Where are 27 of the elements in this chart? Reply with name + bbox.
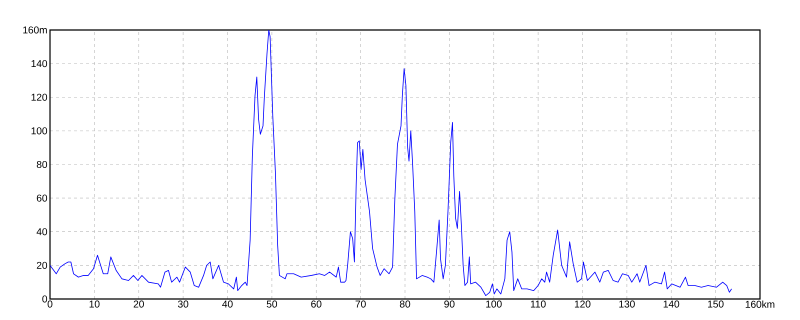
x-tick-label: 30 [178, 300, 188, 308]
y-tick-label: 160m [23, 26, 47, 34]
x-tick-label: 0 [48, 300, 52, 308]
y-tick-label: 120 [32, 94, 48, 101]
y-tick-label: 140 [32, 60, 48, 68]
x-tick-label: 120 [574, 300, 590, 308]
x-tick-label: 110 [530, 300, 546, 308]
x-tick-label: 150 [708, 300, 724, 308]
x-tick-label: 80 [400, 300, 410, 308]
x-tick-label: 50 [266, 300, 278, 308]
y-tick-label: 60 [36, 194, 48, 202]
y-tick-label: 40 [36, 228, 48, 236]
x-tick-label: 140 [664, 300, 680, 308]
x-tick-label: 130 [619, 300, 635, 308]
x-tick-label: 60 [311, 300, 322, 308]
x-tick-label: 100 [486, 300, 502, 308]
x-tick-label: 160km [746, 300, 774, 308]
x-tick-label: 20 [134, 300, 144, 308]
x-tick-label: 70 [356, 300, 366, 308]
x-tick-label: 10 [90, 300, 100, 308]
line-series [50, 30, 732, 296]
x-tick-label: 40 [222, 300, 233, 308]
y-tick-label: 100 [32, 127, 48, 134]
y-tick-label: 20 [36, 262, 48, 269]
x-tick-label: 90 [444, 300, 455, 308]
y-tick-label: 0 [42, 295, 48, 303]
y-tick-label: 80 [36, 160, 48, 168]
